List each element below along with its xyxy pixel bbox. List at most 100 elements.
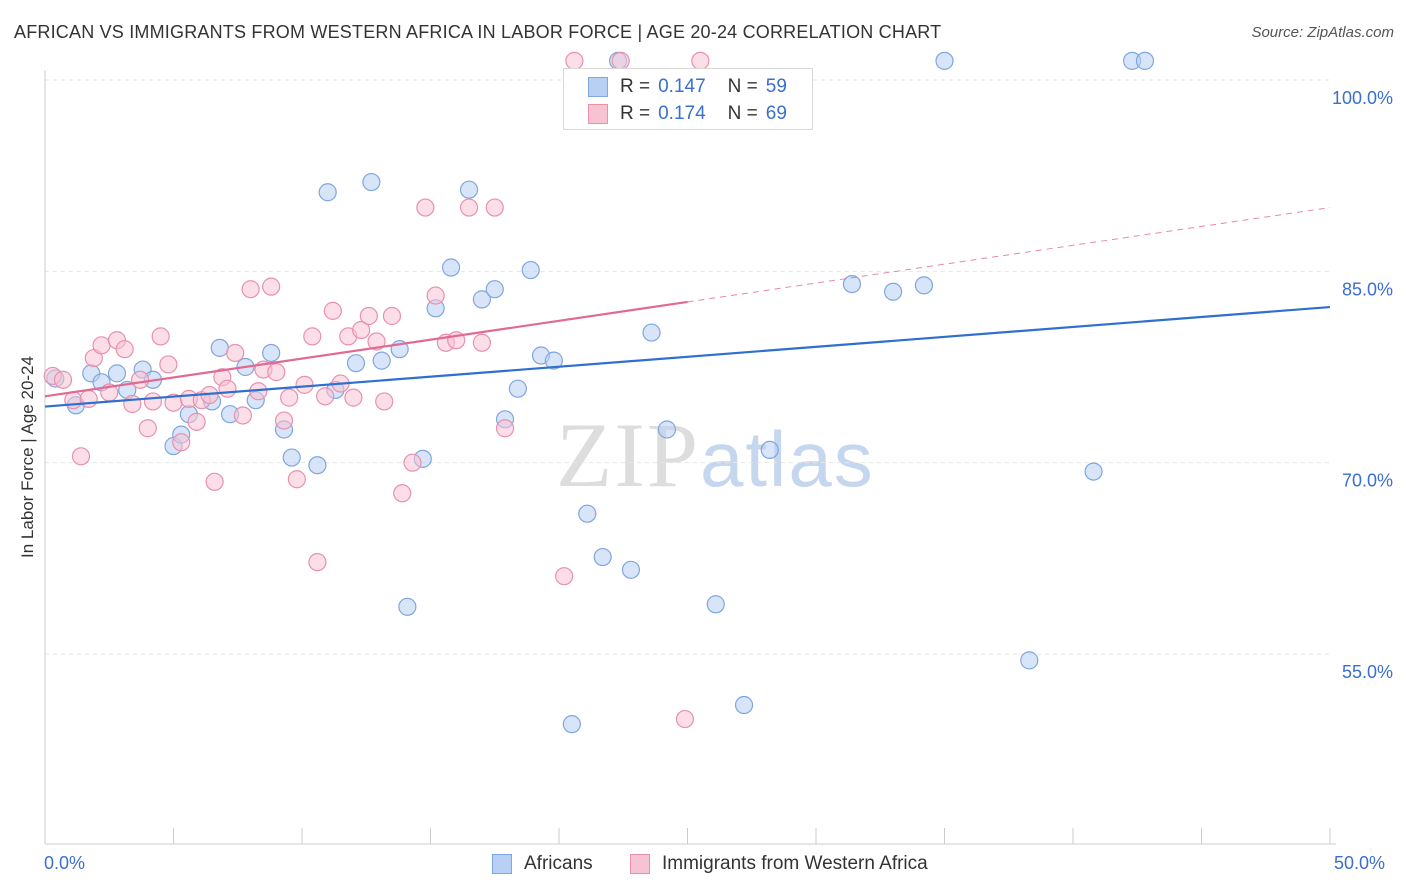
legend-r-label: R = <box>620 76 651 97</box>
africans-point <box>398 597 417 616</box>
immigrants-point <box>359 306 378 326</box>
bottom-legend-label-africans: Africans <box>524 853 593 874</box>
legend-r-value: 0.174 <box>658 103 706 124</box>
immigrants-point <box>79 389 98 408</box>
immigrants-point <box>344 388 363 407</box>
legend-row-immigrants: R = 0.174 N = 69 <box>588 102 787 126</box>
legend-swatch-immigrants <box>588 104 608 124</box>
immigrants-point <box>267 363 286 382</box>
africans-point <box>210 338 229 357</box>
y-tick-labels: 55.0% 70.0% 85.0% 100.0% <box>1332 88 1393 682</box>
x-tick-label-max: 50.0% <box>1334 853 1386 873</box>
watermark: ZIPatlas <box>556 402 875 508</box>
immigrants-point <box>316 387 335 406</box>
immigrants-point <box>123 394 142 414</box>
immigrants-point <box>611 51 630 70</box>
immigrants-point <box>295 375 314 394</box>
y-axis-label: In Labor Force | Age 20-24 <box>18 356 37 558</box>
bottom-legend-swatch-africans <box>492 854 512 874</box>
immigrants-point <box>205 472 224 491</box>
africans-point <box>842 274 862 294</box>
immigrants-point <box>143 392 163 411</box>
africans-point <box>262 343 281 363</box>
africans-point <box>593 547 612 567</box>
y-tick-label: 85.0% <box>1342 279 1393 299</box>
trend-lines <box>44 207 1331 408</box>
africans-point <box>562 715 581 734</box>
watermark-zip: ZIP <box>556 404 700 506</box>
legend-n-label: N = <box>727 76 758 97</box>
immigrants-point <box>472 333 491 352</box>
immigrants-point <box>367 332 386 351</box>
immigrants-point <box>691 51 710 70</box>
immigrants-point <box>495 419 515 438</box>
immigrants-point <box>416 198 435 217</box>
immigrants-point <box>565 51 584 70</box>
immigrants-point <box>393 484 412 503</box>
immigrants-point <box>555 567 574 586</box>
immigrants-trend-line <box>44 300 688 398</box>
africans-point <box>308 456 327 475</box>
immigrants-point <box>485 198 504 217</box>
africans-point <box>508 379 527 398</box>
africans-point <box>578 504 597 523</box>
africans-point <box>107 364 127 383</box>
africans-point <box>734 695 754 715</box>
immigrants-point <box>187 412 206 431</box>
africans-point <box>282 448 301 467</box>
immigrants-point <box>262 277 281 296</box>
legend-n-value: 69 <box>765 103 787 124</box>
stats-legend: R = 0.147 N = 59 R = 0.174 N = 69 <box>563 68 813 130</box>
immigrants-point <box>130 370 150 389</box>
immigrants-point <box>172 433 191 452</box>
immigrants-trend-extension <box>687 207 1331 303</box>
immigrants-point <box>426 286 445 305</box>
africans-point <box>459 180 479 199</box>
immigrants-point <box>382 306 402 326</box>
bottom-legend-swatch-immigrants <box>630 854 650 874</box>
africans-point <box>318 183 337 202</box>
immigrants-point <box>115 340 134 359</box>
immigrants-point <box>138 419 157 438</box>
africans-point <box>883 282 903 301</box>
immigrants-point <box>159 355 178 374</box>
y-tick-label: 100.0% <box>1332 88 1393 108</box>
immigrants-point <box>226 343 245 363</box>
immigrants-point <box>675 709 695 729</box>
africans-point <box>760 440 779 460</box>
bottom-legend-africans: Africans <box>492 852 593 876</box>
watermark-atlas: atlas <box>700 415 875 503</box>
legend-r-value: 0.147 <box>658 76 706 97</box>
immigrants-point <box>375 392 394 411</box>
bottom-legend-label-immigrants: Immigrants from Western Africa <box>662 853 928 874</box>
immigrants-point <box>92 336 111 355</box>
immigrants-point <box>459 198 479 217</box>
immigrants-point <box>280 388 299 407</box>
africans-trend-line <box>44 305 1331 408</box>
immigrants-point <box>233 406 252 425</box>
bottom-legend-immigrants: Immigrants from Western Africa <box>630 852 928 876</box>
series-immigrants <box>43 51 710 729</box>
y-tick-label: 70.0% <box>1342 471 1393 491</box>
legend-n-value: 59 <box>765 76 787 97</box>
immigrants-point <box>352 320 371 340</box>
africans-point <box>935 51 954 70</box>
africans-point <box>362 172 381 192</box>
africans-point <box>521 260 540 280</box>
axes <box>44 70 1336 845</box>
immigrants-point <box>323 301 342 320</box>
africans-point <box>657 420 677 439</box>
x-tick-label-min: 0.0% <box>44 853 86 873</box>
source-label: Source: ZipAtlas.com <box>1251 24 1394 41</box>
legend-n-label: N = <box>727 103 758 124</box>
immigrants-point <box>241 280 260 299</box>
africans-point <box>544 351 563 370</box>
immigrants-point <box>287 470 306 489</box>
africans-point <box>642 323 661 342</box>
africans-point <box>1135 51 1155 70</box>
legend-swatch-africans <box>588 77 608 97</box>
legend-r-label: R = <box>620 103 651 124</box>
africans-point <box>1020 651 1039 670</box>
africans-point <box>706 595 725 614</box>
